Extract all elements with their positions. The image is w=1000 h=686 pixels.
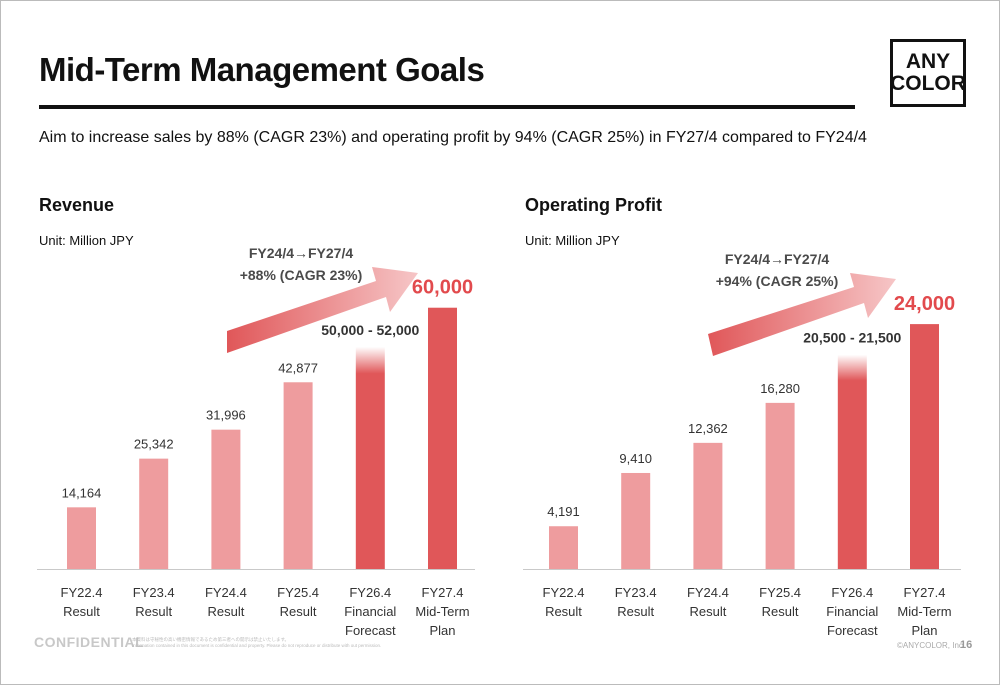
revenue-chart-group: FY24/4→FY27/4 +88% (CAGR 23%) 14,164 FY22.4… xyxy=(37,245,475,638)
revenue-category-label-2: FY23.4 Result xyxy=(133,585,175,619)
operating-profit-value-label-6: 24,000 xyxy=(894,293,955,315)
revenue-growth-rate-label: +88% (CAGR 23%) xyxy=(240,267,363,283)
operating-profit-growth-period-label: FY24/4→FY27/4 xyxy=(725,251,829,267)
revenue-value-label-2: 25,342 xyxy=(134,437,174,452)
revenue-category-label-2-line-1: FY23.4 xyxy=(133,585,175,600)
operating-profit-bar-6 xyxy=(910,324,939,569)
operating-profit-category-label-6: FY27.4 Mid-Term Plan xyxy=(897,585,951,638)
operating-profit-category-label-4: FY25.4 Result xyxy=(759,585,801,619)
operating-profit-value-label-1: 4,191 xyxy=(547,504,580,519)
revenue-growth-period-label: FY24/4→FY27/4 xyxy=(249,245,353,261)
operating-profit-category-label-1: FY22.4 Result xyxy=(543,585,585,619)
operating-profit-category-label-6-line-3: Plan xyxy=(911,623,937,638)
revenue-category-label-6-line-2: Mid-Term xyxy=(415,604,469,619)
revenue-bar-1 xyxy=(67,507,96,569)
operating-profit-bar-1 xyxy=(549,526,578,569)
confidential-note-jp: 本資料は守秘性の高い機密情報であるため第三者への開示は禁止いたします。 xyxy=(132,637,290,642)
operating-profit-bar-5 xyxy=(837,354,867,569)
revenue-category-label-1-line-1: FY22.4 xyxy=(61,585,103,600)
operating-profit-category-label-2-line-1: FY23.4 xyxy=(615,585,657,600)
operating-profit-category-label-5-line-3: Forecast xyxy=(827,623,878,638)
revenue-value-label-5: 50,000 - 52,000 xyxy=(321,322,419,338)
operating-profit-bar-2 xyxy=(621,472,651,569)
revenue-value-label-1: 14,164 xyxy=(62,485,102,500)
revenue-category-label-2-line-2: Result xyxy=(135,604,172,619)
operating-profit-category-label-1-line-1: FY22.4 xyxy=(543,585,585,600)
revenue-category-label-3-line-2: Result xyxy=(207,604,244,619)
revenue-category-label-4: FY25.4 Result xyxy=(277,585,319,619)
slide-subtitle: Aim to increase sales by 88% (CAGR 23%) … xyxy=(39,129,867,146)
anycolor-logo: ANY COLOR xyxy=(890,39,966,107)
operating-profit-value-label-3: 12,362 xyxy=(688,421,728,436)
revenue-category-label-3-line-1: FY24.4 xyxy=(205,585,247,600)
revenue-category-label-4-line-2: Result xyxy=(280,604,317,619)
revenue-bar-6 xyxy=(428,307,457,569)
operating-profit-category-label-6-line-1: FY27.4 xyxy=(904,585,946,600)
revenue-category-label-5-line-1: FY26.4 xyxy=(349,585,391,600)
revenue-value-label-3: 31,996 xyxy=(206,408,246,423)
revenue-category-label-5: FY26.4 Financial Forecast xyxy=(344,585,396,638)
operating-profit-category-label-3-line-1: FY24.4 xyxy=(687,585,729,600)
operating-profit-category-label-5-line-2: Financial xyxy=(826,604,878,619)
operating-profit-unit-label: Unit: Million JPY xyxy=(525,233,620,248)
revenue-unit-label: Unit: Million JPY xyxy=(39,233,134,248)
revenue-category-label-6-line-1: FY27.4 xyxy=(422,585,464,600)
revenue-category-label-5-line-2: Financial xyxy=(344,604,396,619)
operating-profit-bar-3 xyxy=(693,442,723,569)
logo-line-2: COLOR xyxy=(890,72,966,95)
operating-profit-category-label-2: FY23.4 Result xyxy=(615,585,657,619)
revenue-category-label-3: FY24.4 Result xyxy=(205,585,247,619)
operating-profit-category-label-5-line-1: FY26.4 xyxy=(831,585,873,600)
operating-profit-chart-title: Operating Profit xyxy=(525,195,663,215)
operating-profit-value-label-5: 20,500 - 21,500 xyxy=(803,330,901,346)
operating-profit-bar-4 xyxy=(765,402,795,569)
operating-profit-category-label-1-line-2: Result xyxy=(545,604,582,619)
confidential-note: 本資料は守秘性の高い機密情報であるため第三者への開示は禁止いたします。 Info… xyxy=(132,637,452,649)
operating-profit-growth-rate-label: +94% (CAGR 25%) xyxy=(716,273,839,289)
revenue-value-label-4: 42,877 xyxy=(278,360,318,375)
revenue-category-label-4-line-1: FY25.4 xyxy=(277,585,319,600)
revenue-bar-2 xyxy=(139,458,169,569)
confidential-label: CONFIDENTIAL xyxy=(34,634,145,650)
page-title: Mid-Term Management Goals xyxy=(39,51,485,88)
operating-profit-value-label-4: 16,280 xyxy=(760,381,800,396)
revenue-category-label-1: FY22.4 Result xyxy=(61,585,103,619)
revenue-chart-title: Revenue xyxy=(39,195,115,215)
operating-profit-category-label-3: FY24.4 Result xyxy=(687,585,729,619)
revenue-growth-arrow xyxy=(227,267,418,353)
operating-profit-value-label-2: 9,410 xyxy=(619,451,652,466)
revenue-category-label-6: FY27.4 Mid-Term Plan xyxy=(415,585,469,638)
operating-profit-category-label-2-line-2: Result xyxy=(617,604,654,619)
logo-line-1: ANY xyxy=(905,50,951,73)
operating-profit-category-label-4-line-2: Result xyxy=(762,604,799,619)
title-underline xyxy=(39,105,855,109)
operating-profit-category-label-4-line-1: FY25.4 xyxy=(759,585,801,600)
operating-profit-category-label-5: FY26.4 Financial Forecast xyxy=(826,585,878,638)
operating-profit-growth-arrow xyxy=(708,273,896,356)
page-number: 16 xyxy=(960,639,973,651)
revenue-bar-5 xyxy=(355,346,385,569)
operating-profit-category-label-3-line-2: Result xyxy=(689,604,726,619)
confidential-note-en: Information contained in this document i… xyxy=(132,643,382,648)
revenue-category-label-1-line-2: Result xyxy=(63,604,100,619)
operating-profit-chart-group: FY24/4→FY27/4 +94% (CAGR 25%) 4,191 FY22.4 R… xyxy=(523,251,961,638)
revenue-bar-4 xyxy=(283,382,313,569)
revenue-category-label-6-line-3: Plan xyxy=(429,623,455,638)
revenue-category-label-5-line-3: Forecast xyxy=(345,623,396,638)
operating-profit-category-label-6-line-2: Mid-Term xyxy=(897,604,951,619)
copyright: ©ANYCOLOR, Inc. xyxy=(897,641,966,650)
revenue-value-label-6: 60,000 xyxy=(412,277,473,299)
revenue-bar-3 xyxy=(211,429,241,569)
